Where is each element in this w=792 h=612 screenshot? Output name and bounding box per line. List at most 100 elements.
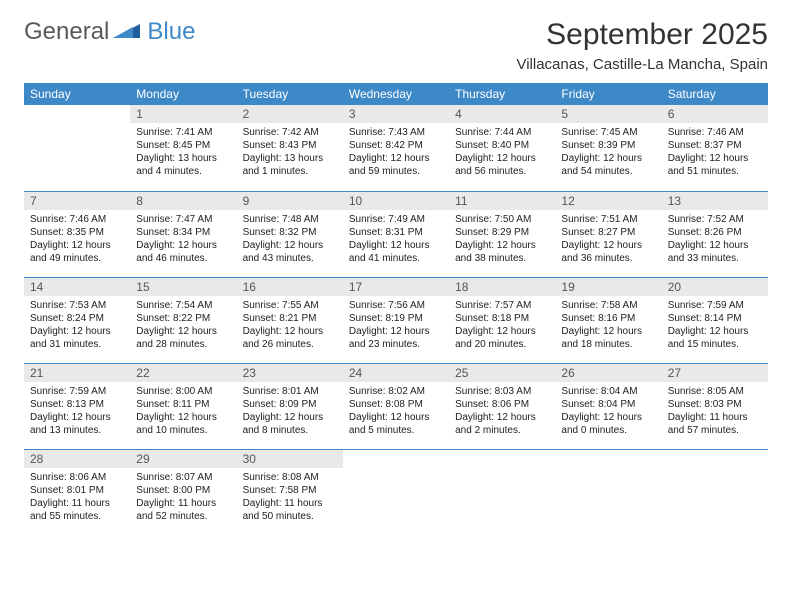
day-content: Sunrise: 8:03 AMSunset: 8:06 PMDaylight:… bbox=[449, 382, 555, 440]
day-number: 12 bbox=[555, 192, 661, 210]
month-title: September 2025 bbox=[516, 18, 768, 52]
day-number: 7 bbox=[24, 192, 130, 210]
day-content: Sunrise: 7:55 AMSunset: 8:21 PMDaylight:… bbox=[237, 296, 343, 354]
calendar-row: 21Sunrise: 7:59 AMSunset: 8:13 PMDayligh… bbox=[24, 363, 768, 449]
day-number: 30 bbox=[237, 450, 343, 468]
logo-text-blue: Blue bbox=[147, 18, 195, 46]
calendar-cell: 2Sunrise: 7:42 AMSunset: 8:43 PMDaylight… bbox=[237, 105, 343, 191]
calendar-row: 14Sunrise: 7:53 AMSunset: 8:24 PMDayligh… bbox=[24, 277, 768, 363]
day-number: 3 bbox=[343, 105, 449, 123]
calendar-cell: 18Sunrise: 7:57 AMSunset: 8:18 PMDayligh… bbox=[449, 277, 555, 363]
calendar-head: SundayMondayTuesdayWednesdayThursdayFrid… bbox=[24, 83, 768, 105]
day-number: 2 bbox=[237, 105, 343, 123]
calendar-cell: 4Sunrise: 7:44 AMSunset: 8:40 PMDaylight… bbox=[449, 105, 555, 191]
day-content: Sunrise: 7:42 AMSunset: 8:43 PMDaylight:… bbox=[237, 123, 343, 181]
day-number: 4 bbox=[449, 105, 555, 123]
day-content: Sunrise: 7:47 AMSunset: 8:34 PMDaylight:… bbox=[130, 210, 236, 268]
calendar-cell: 11Sunrise: 7:50 AMSunset: 8:29 PMDayligh… bbox=[449, 191, 555, 277]
calendar-cell: 3Sunrise: 7:43 AMSunset: 8:42 PMDaylight… bbox=[343, 105, 449, 191]
day-content: Sunrise: 7:58 AMSunset: 8:16 PMDaylight:… bbox=[555, 296, 661, 354]
day-number: 16 bbox=[237, 278, 343, 296]
calendar-cell: 10Sunrise: 7:49 AMSunset: 8:31 PMDayligh… bbox=[343, 191, 449, 277]
day-number: 9 bbox=[237, 192, 343, 210]
day-number: 17 bbox=[343, 278, 449, 296]
day-content: Sunrise: 8:07 AMSunset: 8:00 PMDaylight:… bbox=[130, 468, 236, 526]
day-content: Sunrise: 7:53 AMSunset: 8:24 PMDaylight:… bbox=[24, 296, 130, 354]
calendar-cell: 12Sunrise: 7:51 AMSunset: 8:27 PMDayligh… bbox=[555, 191, 661, 277]
day-number: 27 bbox=[662, 364, 768, 382]
day-number: 25 bbox=[449, 364, 555, 382]
day-content: Sunrise: 8:08 AMSunset: 7:58 PMDaylight:… bbox=[237, 468, 343, 526]
day-content: Sunrise: 7:50 AMSunset: 8:29 PMDaylight:… bbox=[449, 210, 555, 268]
day-header: Thursday bbox=[449, 83, 555, 105]
calendar-cell: 1Sunrise: 7:41 AMSunset: 8:45 PMDaylight… bbox=[130, 105, 236, 191]
calendar-cell bbox=[555, 449, 661, 535]
calendar-cell: 8Sunrise: 7:47 AMSunset: 8:34 PMDaylight… bbox=[130, 191, 236, 277]
calendar-cell: 19Sunrise: 7:58 AMSunset: 8:16 PMDayligh… bbox=[555, 277, 661, 363]
day-content: Sunrise: 7:51 AMSunset: 8:27 PMDaylight:… bbox=[555, 210, 661, 268]
logo: General Blue bbox=[24, 18, 195, 46]
day-content: Sunrise: 7:44 AMSunset: 8:40 PMDaylight:… bbox=[449, 123, 555, 181]
day-number: 13 bbox=[662, 192, 768, 210]
day-number: 15 bbox=[130, 278, 236, 296]
calendar-row: 7Sunrise: 7:46 AMSunset: 8:35 PMDaylight… bbox=[24, 191, 768, 277]
calendar-cell: 23Sunrise: 8:01 AMSunset: 8:09 PMDayligh… bbox=[237, 363, 343, 449]
day-content: Sunrise: 7:59 AMSunset: 8:13 PMDaylight:… bbox=[24, 382, 130, 440]
day-content: Sunrise: 7:41 AMSunset: 8:45 PMDaylight:… bbox=[130, 123, 236, 181]
calendar-row: 1Sunrise: 7:41 AMSunset: 8:45 PMDaylight… bbox=[24, 105, 768, 191]
calendar-cell: 30Sunrise: 8:08 AMSunset: 7:58 PMDayligh… bbox=[237, 449, 343, 535]
calendar-cell: 28Sunrise: 8:06 AMSunset: 8:01 PMDayligh… bbox=[24, 449, 130, 535]
calendar-cell: 14Sunrise: 7:53 AMSunset: 8:24 PMDayligh… bbox=[24, 277, 130, 363]
calendar-cell: 24Sunrise: 8:02 AMSunset: 8:08 PMDayligh… bbox=[343, 363, 449, 449]
day-number: 5 bbox=[555, 105, 661, 123]
day-content: Sunrise: 8:06 AMSunset: 8:01 PMDaylight:… bbox=[24, 468, 130, 526]
day-number: 6 bbox=[662, 105, 768, 123]
title-block: September 2025 Villacanas, Castille-La M… bbox=[516, 18, 768, 73]
day-content: Sunrise: 7:57 AMSunset: 8:18 PMDaylight:… bbox=[449, 296, 555, 354]
calendar-cell: 27Sunrise: 8:05 AMSunset: 8:03 PMDayligh… bbox=[662, 363, 768, 449]
day-number: 22 bbox=[130, 364, 236, 382]
calendar-cell: 25Sunrise: 8:03 AMSunset: 8:06 PMDayligh… bbox=[449, 363, 555, 449]
day-content: Sunrise: 7:54 AMSunset: 8:22 PMDaylight:… bbox=[130, 296, 236, 354]
day-content: Sunrise: 8:05 AMSunset: 8:03 PMDaylight:… bbox=[662, 382, 768, 440]
day-number: 29 bbox=[130, 450, 236, 468]
calendar-cell: 26Sunrise: 8:04 AMSunset: 8:04 PMDayligh… bbox=[555, 363, 661, 449]
day-number: 10 bbox=[343, 192, 449, 210]
logo-text-general: General bbox=[24, 18, 109, 46]
calendar-cell: 16Sunrise: 7:55 AMSunset: 8:21 PMDayligh… bbox=[237, 277, 343, 363]
day-content: Sunrise: 7:43 AMSunset: 8:42 PMDaylight:… bbox=[343, 123, 449, 181]
calendar-cell: 21Sunrise: 7:59 AMSunset: 8:13 PMDayligh… bbox=[24, 363, 130, 449]
day-number: 28 bbox=[24, 450, 130, 468]
header: General Blue September 2025 Villacanas, … bbox=[24, 18, 768, 73]
day-content: Sunrise: 7:59 AMSunset: 8:14 PMDaylight:… bbox=[662, 296, 768, 354]
day-header: Tuesday bbox=[237, 83, 343, 105]
day-number: 21 bbox=[24, 364, 130, 382]
calendar-cell: 15Sunrise: 7:54 AMSunset: 8:22 PMDayligh… bbox=[130, 277, 236, 363]
day-number: 14 bbox=[24, 278, 130, 296]
day-content: Sunrise: 7:49 AMSunset: 8:31 PMDaylight:… bbox=[343, 210, 449, 268]
calendar-body: 1Sunrise: 7:41 AMSunset: 8:45 PMDaylight… bbox=[24, 105, 768, 535]
day-number: 26 bbox=[555, 364, 661, 382]
day-header: Saturday bbox=[662, 83, 768, 105]
day-content: Sunrise: 8:00 AMSunset: 8:11 PMDaylight:… bbox=[130, 382, 236, 440]
day-header: Friday bbox=[555, 83, 661, 105]
day-number: 24 bbox=[343, 364, 449, 382]
day-number: 19 bbox=[555, 278, 661, 296]
day-content: Sunrise: 8:01 AMSunset: 8:09 PMDaylight:… bbox=[237, 382, 343, 440]
calendar-cell bbox=[24, 105, 130, 191]
day-content: Sunrise: 7:52 AMSunset: 8:26 PMDaylight:… bbox=[662, 210, 768, 268]
calendar-cell: 7Sunrise: 7:46 AMSunset: 8:35 PMDaylight… bbox=[24, 191, 130, 277]
calendar-cell: 17Sunrise: 7:56 AMSunset: 8:19 PMDayligh… bbox=[343, 277, 449, 363]
calendar-cell: 5Sunrise: 7:45 AMSunset: 8:39 PMDaylight… bbox=[555, 105, 661, 191]
logo-triangle-icon bbox=[113, 21, 141, 44]
day-header: Wednesday bbox=[343, 83, 449, 105]
calendar-cell: 9Sunrise: 7:48 AMSunset: 8:32 PMDaylight… bbox=[237, 191, 343, 277]
day-number: 23 bbox=[237, 364, 343, 382]
day-content: Sunrise: 8:04 AMSunset: 8:04 PMDaylight:… bbox=[555, 382, 661, 440]
day-number: 8 bbox=[130, 192, 236, 210]
day-header: Sunday bbox=[24, 83, 130, 105]
day-content: Sunrise: 7:48 AMSunset: 8:32 PMDaylight:… bbox=[237, 210, 343, 268]
day-number: 20 bbox=[662, 278, 768, 296]
calendar-cell bbox=[449, 449, 555, 535]
day-content: Sunrise: 7:45 AMSunset: 8:39 PMDaylight:… bbox=[555, 123, 661, 181]
